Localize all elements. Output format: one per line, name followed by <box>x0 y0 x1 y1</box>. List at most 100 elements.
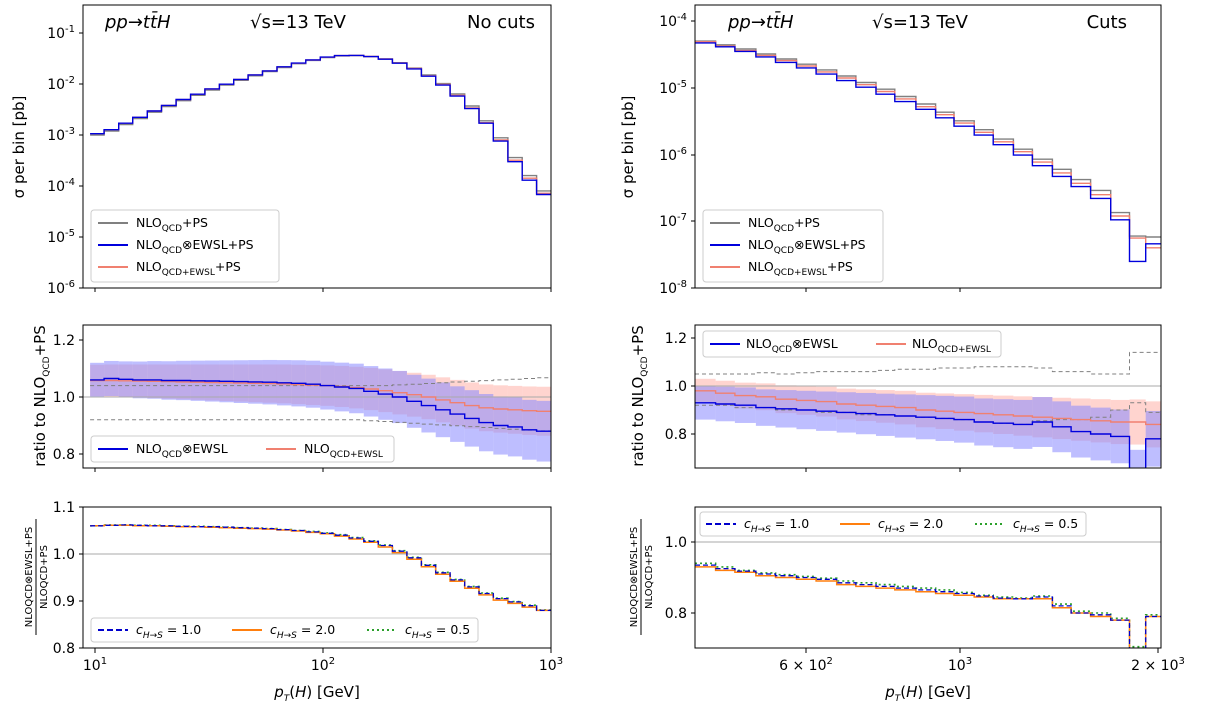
right-top-nlo-qcd-line <box>695 40 1161 238</box>
left-top-legend: NLOQCD+PS NLOQCD⊗EWSL+PS NLOQCD+EWSL+PS <box>90 209 280 283</box>
right-mid-ewsl-band-bin <box>1129 449 1146 468</box>
ytick-right-top-2: 10-6 <box>659 146 687 164</box>
left-top-ewsl-line <box>90 54 551 196</box>
left-top-legend-entry-1: NLOQCD⊗EWSL+PS <box>136 237 254 256</box>
right-mid-ewsl-line <box>695 402 1161 468</box>
right-mid-legend-entry-1: NLOQCD+EWSL <box>912 336 991 355</box>
left-top-process-label: pp→tt̄H <box>104 11 171 33</box>
left-bot-legend-entry-0: cH→S = 1.0 <box>136 622 201 641</box>
ytick-left-top-4: 10-5 <box>47 228 75 246</box>
ytick-left-mid-0: 1.2 <box>53 333 75 349</box>
left-bot-c2-line <box>90 524 551 612</box>
left-top-y-axis-label: σ per bin [pb] <box>10 96 28 199</box>
left-top-qcd-ewsl-line <box>90 54 551 194</box>
right-mid-axes-frame <box>694 324 1162 469</box>
left-bot-c1-line <box>90 524 551 612</box>
panel-right-bot: NLOQCD⊗EWSL+PS NLOQCD+PS 1.0 0.8 6 × 102… <box>629 506 1185 704</box>
right-bot-axes-frame <box>694 506 1162 649</box>
panel-left-bot: NLOQCD⊗EWSL+PS NLOQCD+PS 1.1 1.0 0.9 0.8… <box>24 500 563 704</box>
xtick-left-bot-0: 101 <box>83 656 107 674</box>
right-bot-legend-entry-0: cH→S = 1.0 <box>744 516 809 535</box>
left-mid-scale-up-line <box>90 377 551 387</box>
right-top-process-label: pp→tt̄H <box>727 11 794 33</box>
right-mid-legend-entry-0: NLOQCD⊗EWSL <box>746 336 838 355</box>
right-bot-legend-entry-1: cH→S = 2.0 <box>878 516 943 535</box>
xtick-left-bot-2: 103 <box>539 656 563 674</box>
ytick-left-bot-0: 1.1 <box>53 500 75 516</box>
ytick-right-top-4: 10-8 <box>659 279 687 297</box>
ytick-left-top-5: 10-6 <box>47 279 75 297</box>
right-top-y-ticks: 10-4 10-5 10-6 10-7 10-8 <box>659 12 695 297</box>
right-top-legend: NLOQCD+PS NLOQCD⊗EWSL+PS NLOQCD+EWSL+PS <box>702 209 884 283</box>
left-top-legend-entry-2: NLOQCD+EWSL+PS <box>136 259 241 278</box>
right-bot-x-ticks: 6 × 102 103 2 × 103 <box>779 648 1185 674</box>
right-mid-qcd-ewsl-line <box>695 390 1161 426</box>
ytick-right-mid-2: 0.8 <box>665 427 687 443</box>
xtick-right-bot-0: 6 × 102 <box>779 656 833 674</box>
ytick-right-bot-0: 1.0 <box>665 535 687 551</box>
ytick-left-mid-2: 0.8 <box>53 447 75 463</box>
right-bot-legend: cH→S = 1.0 cH→S = 2.0 cH→S = 0.5 <box>699 511 1087 537</box>
left-bot-axes-frame <box>82 506 552 649</box>
panel-right-top: pp→tt̄H √s=13 TeV Cuts σ per bin [pb] 10… <box>619 4 1162 297</box>
ytick-left-bot-2: 0.9 <box>53 594 75 610</box>
ytick-right-top-0: 10-4 <box>659 12 687 30</box>
ytick-left-bot-1: 1.0 <box>53 547 75 563</box>
right-top-legend-entry-0: NLOQCD+PS <box>748 215 820 234</box>
ytick-left-top-0: 10-1 <box>47 24 75 42</box>
left-mid-legend-entry-0: NLOQCD⊗EWSL <box>136 441 228 460</box>
left-mid-scale-down-line <box>90 419 551 432</box>
panel-right-mid: ratio to NLOQCD+PS 1.2 1.0 0.8 NLOQCD⊗EW… <box>629 324 1162 469</box>
left-mid-legend: NLOQCD⊗EWSL NLOQCD+EWSL <box>90 435 395 463</box>
right-bot-c1-line <box>695 564 1161 648</box>
ytick-left-bot-3: 0.8 <box>53 641 75 657</box>
left-bot-y-ticks: 1.1 1.0 0.9 0.8 <box>53 500 83 657</box>
panel-left-top: pp→tt̄H √s=13 TeV No cuts σ per bin [pb]… <box>10 4 552 297</box>
left-bot-ylabel-denominator: NLOQCD+PS <box>39 545 50 609</box>
ytick-left-top-3: 10-4 <box>47 177 75 195</box>
right-mid-y-axis-label: ratio to NLOQCD+PS <box>629 325 650 466</box>
right-bot-x-axis-label: pT(H) [GeV] <box>884 683 971 704</box>
xtick-left-bot-1: 102 <box>311 656 335 674</box>
xtick-right-bot-2: 2 × 103 <box>1131 656 1185 674</box>
left-bot-c05-line <box>90 524 551 611</box>
left-bot-legend-entry-2: cH→S = 0.5 <box>405 622 470 641</box>
left-top-axes-frame <box>82 4 552 289</box>
right-bot-ylabel-numerator: NLOQCD⊗EWSL+PS <box>629 527 640 627</box>
right-mid-y-ticks: 1.2 1.0 0.8 <box>665 331 695 443</box>
right-top-ewsl-line <box>695 42 1161 263</box>
right-top-legend-entry-1: NLOQCD⊗EWSL+PS <box>748 237 866 256</box>
ytick-left-top-2: 10-3 <box>47 126 75 144</box>
left-top-y-ticks: 10-1 10-2 10-3 10-4 10-5 10-6 <box>47 24 83 297</box>
left-bot-ylabel-numerator: NLOQCD⊗EWSL+PS <box>24 527 35 627</box>
right-mid-legend: NLOQCD⊗EWSL NLOQCD+EWSL <box>702 330 1002 358</box>
right-bot-c2-line <box>695 566 1161 648</box>
left-top-cuts-label: No cuts <box>467 12 535 33</box>
right-mid-scale-up-line <box>695 351 1161 375</box>
right-top-y-axis-label: σ per bin [pb] <box>619 96 637 199</box>
left-mid-y-axis-label: ratio to NLOQCD+PS <box>31 325 52 466</box>
ytick-right-top-1: 10-5 <box>659 79 687 97</box>
left-bot-x-axis-label: pT(H) [GeV] <box>273 683 360 704</box>
right-top-cuts-label: Cuts <box>1087 12 1127 33</box>
left-mid-ewsl-line <box>90 377 551 432</box>
left-bot-legend-entry-1: cH→S = 2.0 <box>270 622 335 641</box>
right-bot-ylabel-denominator: NLOQCD+PS <box>644 545 655 609</box>
left-mid-y-ticks: 1.2 1.0 0.8 <box>53 333 83 463</box>
ytick-right-bot-1: 0.8 <box>665 606 687 622</box>
left-bot-x-ticks: 101 102 103 <box>83 648 563 674</box>
xtick-right-bot-1: 103 <box>948 656 972 674</box>
ytick-left-mid-1: 1.0 <box>53 390 75 406</box>
ytick-right-mid-0: 1.2 <box>665 331 687 347</box>
right-bot-y-axis-label: NLOQCD⊗EWSL+PS NLOQCD+PS <box>629 519 655 635</box>
right-top-energy-label: √s=13 TeV <box>872 12 969 33</box>
right-top-legend-entry-2: NLOQCD+EWSL+PS <box>748 259 853 278</box>
left-top-legend-entry-0: NLOQCD+PS <box>136 215 208 234</box>
right-bot-y-ticks: 1.0 0.8 <box>665 535 695 622</box>
panel-left-mid: ratio to NLOQCD+PS 1.2 1.0 0.8 NLOQCD⊗EW… <box>31 324 552 469</box>
left-top-energy-label: √s=13 TeV <box>250 12 347 33</box>
left-bot-y-axis-label: NLOQCD⊗EWSL+PS NLOQCD+PS <box>24 519 50 635</box>
right-top-axes-frame <box>694 4 1162 289</box>
upper-x-ticks <box>94 288 961 472</box>
